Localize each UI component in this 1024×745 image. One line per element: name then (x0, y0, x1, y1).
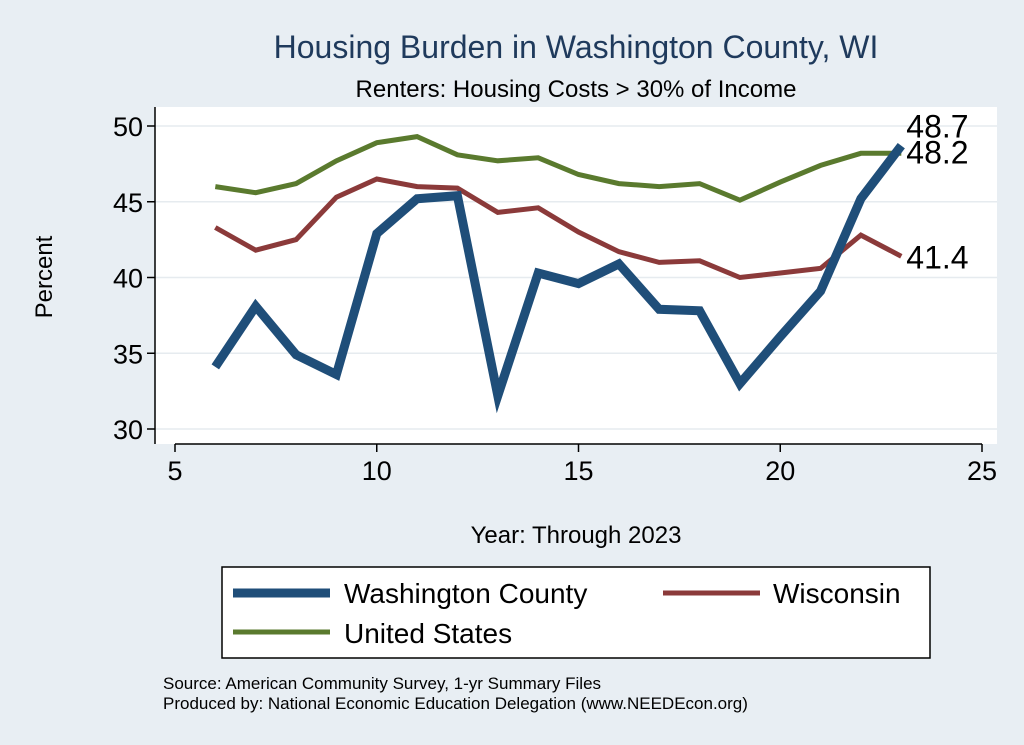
series-line-wisconsin (214, 176, 903, 281)
end-label-washington: 48.7 (906, 109, 968, 145)
legend-box (221, 566, 931, 659)
series-line-washington (211, 142, 905, 414)
legend-label-wisconsin: Wisconsin (773, 578, 901, 609)
chart-title: Housing Burden in Washington County, WI (274, 29, 879, 65)
plot-area (155, 107, 997, 444)
x-tick-label-20: 20 (765, 456, 795, 486)
end-label-us: 48.2 (906, 134, 968, 170)
y-tick-label-30: 30 (113, 415, 143, 445)
x-tick-label-25: 25 (967, 456, 997, 486)
y-tick-label-45: 45 (113, 188, 143, 218)
legend-label-us: United States (344, 618, 512, 649)
end-label-wisconsin: 41.4 (906, 239, 968, 275)
axes: 30 35 40 45 50 5 10 15 20 25 (113, 107, 997, 486)
chart-subtitle: Renters: Housing Costs > 30% of Income (356, 76, 797, 103)
source-note: Source: American Community Survey, 1-yr … (163, 674, 601, 693)
legend-label-washington: Washington County (344, 578, 587, 609)
producer-note: Produced by: National Economic Education… (163, 694, 748, 713)
y-tick-label-50: 50 (113, 112, 143, 142)
legend: Washington County Wisconsin United State… (221, 566, 931, 659)
y-tick-label-35: 35 (113, 339, 143, 369)
series-group (211, 134, 905, 414)
end-labels: 48.7 41.4 48.2 (906, 109, 968, 276)
y-tick-label-40: 40 (113, 264, 143, 294)
series-line-us (214, 134, 902, 203)
x-tick-label-10: 10 (362, 456, 392, 486)
x-axis-title: Year: Through 2023 (471, 522, 682, 549)
x-tick-label-5: 5 (167, 456, 182, 486)
y-axis-title: Percent (31, 235, 58, 318)
x-tick-label-15: 15 (563, 456, 593, 486)
